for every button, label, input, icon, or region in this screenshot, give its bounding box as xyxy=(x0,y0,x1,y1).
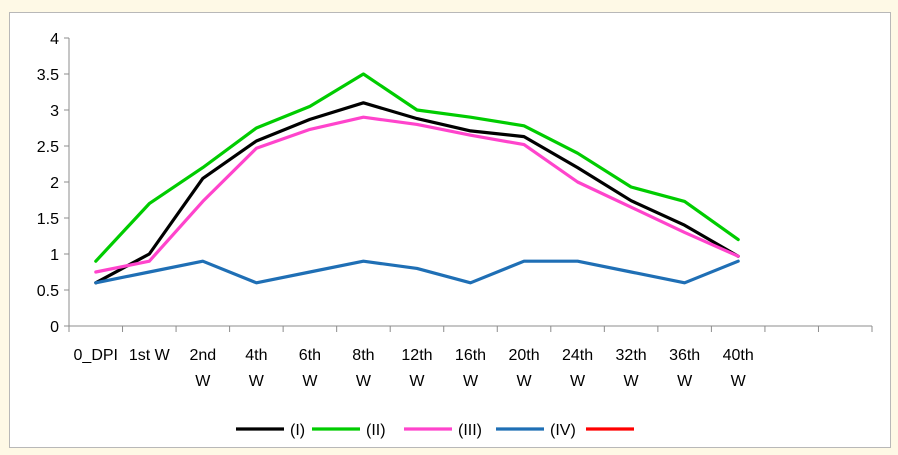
legend-item: (II) xyxy=(312,422,386,439)
x-tick-label: W xyxy=(195,373,211,390)
series-line-0 xyxy=(94,101,740,285)
y-tick-label: 0.5 xyxy=(37,283,59,300)
y-tick-label: 4 xyxy=(50,31,59,48)
x-tick-label: 12th xyxy=(401,347,432,364)
chart-frame: 0 0.5 1 1.5 2 2.5 3 3.5 4 0_DPI 1st W 2nd W 4th W 6th W… xyxy=(9,12,891,448)
x-tick-label: 24th xyxy=(562,347,593,364)
legend-label: (IV) xyxy=(550,422,576,439)
legend-label: (I) xyxy=(290,422,305,439)
series-line-3 xyxy=(94,259,740,285)
legend-item: (I) xyxy=(236,422,305,439)
x-tick-label: 2nd xyxy=(189,347,216,364)
x-tick-label: 40th xyxy=(723,347,754,364)
y-tick-label: 2.5 xyxy=(37,139,59,156)
series-lines xyxy=(94,72,740,285)
x-tick-label: W xyxy=(624,373,640,390)
x-tick-label: 20th xyxy=(508,347,539,364)
x-tick-label: W xyxy=(516,373,532,390)
y-tick-label: 2 xyxy=(50,175,59,192)
x-tick-label: W xyxy=(731,373,747,390)
legend: (I) (II) (III) (IV) xyxy=(236,422,634,439)
x-tick-label: 36th xyxy=(669,347,700,364)
x-tick-label: 8th xyxy=(352,347,374,364)
x-tick-label: W xyxy=(249,373,265,390)
legend-label: (III) xyxy=(458,422,482,439)
x-tick-label: 16th xyxy=(455,347,486,364)
y-tick-label: 1.5 xyxy=(37,211,59,228)
x-tick-label: W xyxy=(356,373,372,390)
x-tick-label: W xyxy=(463,373,479,390)
x-tick-label: 32th xyxy=(616,347,647,364)
y-tick-label: 1 xyxy=(50,247,59,264)
x-tick-label: W xyxy=(409,373,425,390)
x-tick-label: 6th xyxy=(299,347,321,364)
y-tick-label: 0 xyxy=(50,319,59,336)
y-tick-label: 3 xyxy=(50,103,59,120)
x-tick-label: 1st W xyxy=(129,347,171,364)
y-tick-label: 3.5 xyxy=(37,67,59,84)
series-line-2 xyxy=(94,115,740,274)
x-tick-label: W xyxy=(302,373,318,390)
legend-label: (II) xyxy=(366,422,386,439)
y-axis: 0 0.5 1 1.5 2 2.5 3 3.5 4 xyxy=(37,31,70,336)
x-axis: 0_DPI 1st W 2nd W 4th W 6th W 8th W 12th W 16th W 20th… xyxy=(68,325,873,390)
x-tick-label: W xyxy=(677,373,693,390)
x-tick-label: 4th xyxy=(245,347,267,364)
legend-item: (III) xyxy=(404,422,482,439)
series-line-1 xyxy=(94,72,740,263)
x-tick-label: W xyxy=(570,373,586,390)
x-tick-label: 0_DPI xyxy=(74,347,118,364)
line-chart: 0 0.5 1 1.5 2 2.5 3 3.5 4 0_DPI 1st W 2nd W 4th W 6th W… xyxy=(37,31,873,439)
legend-item: (IV) xyxy=(496,422,576,439)
